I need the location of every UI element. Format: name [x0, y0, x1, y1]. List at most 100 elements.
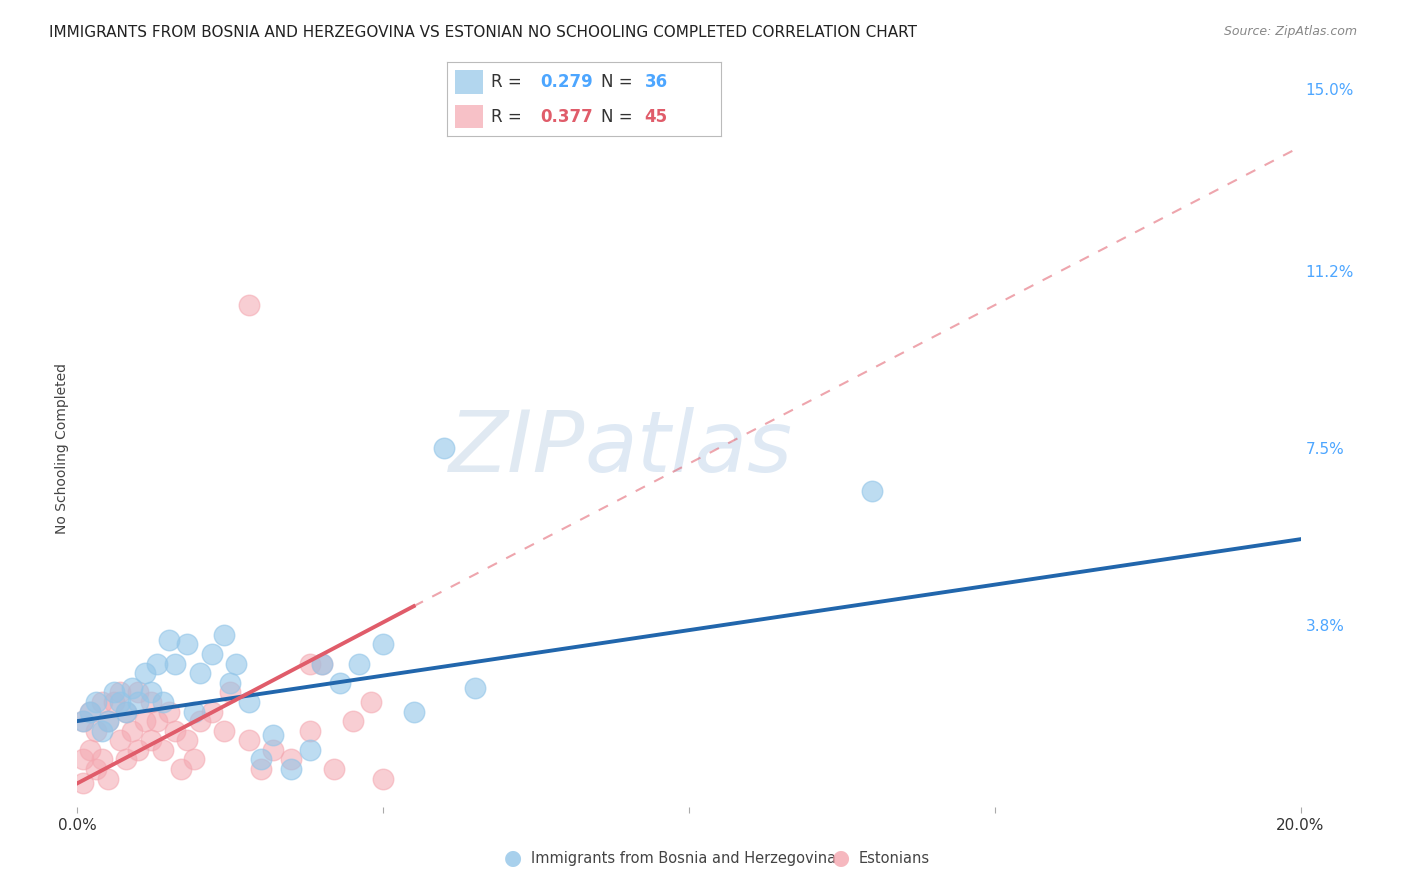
Point	[311, 657, 333, 671]
Point	[139, 685, 162, 699]
Point	[250, 762, 273, 776]
Point	[90, 723, 112, 738]
Point	[371, 772, 394, 786]
Point	[262, 743, 284, 757]
Text: R =: R =	[491, 108, 527, 126]
Point	[90, 752, 112, 766]
Point	[108, 733, 131, 747]
Point	[121, 681, 143, 695]
Point	[219, 675, 242, 690]
Point	[97, 772, 120, 786]
Point	[342, 714, 364, 728]
Text: ●: ●	[832, 848, 849, 868]
Point	[464, 681, 486, 695]
Point	[127, 685, 149, 699]
Point	[323, 762, 346, 776]
Point	[360, 695, 382, 709]
Point	[72, 714, 94, 728]
Point	[84, 695, 107, 709]
Point	[165, 657, 187, 671]
Point	[72, 714, 94, 728]
Y-axis label: No Schooling Completed: No Schooling Completed	[55, 363, 69, 533]
Point	[97, 714, 120, 728]
Point	[79, 705, 101, 719]
Point	[134, 666, 156, 681]
Point	[298, 657, 321, 671]
Text: ZIP: ZIP	[449, 407, 585, 490]
Point	[371, 638, 394, 652]
Point	[298, 723, 321, 738]
Point	[433, 442, 456, 455]
Point	[103, 685, 125, 699]
Point	[170, 762, 193, 776]
Point	[115, 705, 138, 719]
Point	[139, 733, 162, 747]
Point	[201, 705, 224, 719]
Point	[79, 705, 101, 719]
Point	[176, 638, 198, 652]
Point	[127, 695, 149, 709]
Text: R =: R =	[491, 73, 527, 91]
Point	[72, 776, 94, 790]
Point	[72, 752, 94, 766]
Point	[280, 752, 302, 766]
Point	[176, 733, 198, 747]
Text: atlas: atlas	[585, 407, 793, 490]
Text: 36: 36	[644, 73, 668, 91]
Text: Source: ZipAtlas.com: Source: ZipAtlas.com	[1223, 25, 1357, 38]
Point	[121, 723, 143, 738]
Point	[188, 666, 211, 681]
Point	[201, 647, 224, 661]
Text: 45: 45	[644, 108, 668, 126]
Point	[115, 752, 138, 766]
Point	[108, 685, 131, 699]
Point	[219, 685, 242, 699]
Point	[212, 723, 235, 738]
Point	[134, 714, 156, 728]
Point	[115, 705, 138, 719]
Point	[347, 657, 370, 671]
Text: ●: ●	[505, 848, 522, 868]
Point	[79, 743, 101, 757]
Point	[225, 657, 247, 671]
Bar	[456, 105, 482, 128]
Point	[152, 695, 174, 709]
Text: 0.279: 0.279	[540, 73, 593, 91]
Point	[183, 705, 205, 719]
Point	[139, 695, 162, 709]
Point	[146, 714, 169, 728]
Point	[188, 714, 211, 728]
Point	[108, 695, 131, 709]
Point	[127, 743, 149, 757]
Point	[212, 628, 235, 642]
Point	[146, 657, 169, 671]
Point	[90, 695, 112, 709]
Text: N =: N =	[600, 73, 637, 91]
Point	[183, 752, 205, 766]
Text: N =: N =	[600, 108, 637, 126]
Point	[329, 675, 352, 690]
Point	[311, 657, 333, 671]
Point	[84, 723, 107, 738]
Point	[298, 743, 321, 757]
Point	[165, 723, 187, 738]
Bar	[456, 70, 482, 94]
Text: Immigrants from Bosnia and Herzegovina: Immigrants from Bosnia and Herzegovina	[531, 851, 837, 865]
Point	[152, 743, 174, 757]
Point	[97, 714, 120, 728]
Point	[103, 695, 125, 709]
Text: IMMIGRANTS FROM BOSNIA AND HERZEGOVINA VS ESTONIAN NO SCHOOLING COMPLETED CORREL: IMMIGRANTS FROM BOSNIA AND HERZEGOVINA V…	[49, 25, 917, 40]
Point	[238, 297, 260, 311]
Point	[280, 762, 302, 776]
Point	[262, 728, 284, 742]
Point	[157, 705, 180, 719]
Point	[238, 695, 260, 709]
Point	[862, 484, 884, 499]
Point	[402, 705, 425, 719]
Point	[157, 632, 180, 647]
Text: 0.377: 0.377	[540, 108, 593, 126]
Text: Estonians: Estonians	[859, 851, 931, 865]
Point	[84, 762, 107, 776]
Point	[238, 733, 260, 747]
Point	[250, 752, 273, 766]
